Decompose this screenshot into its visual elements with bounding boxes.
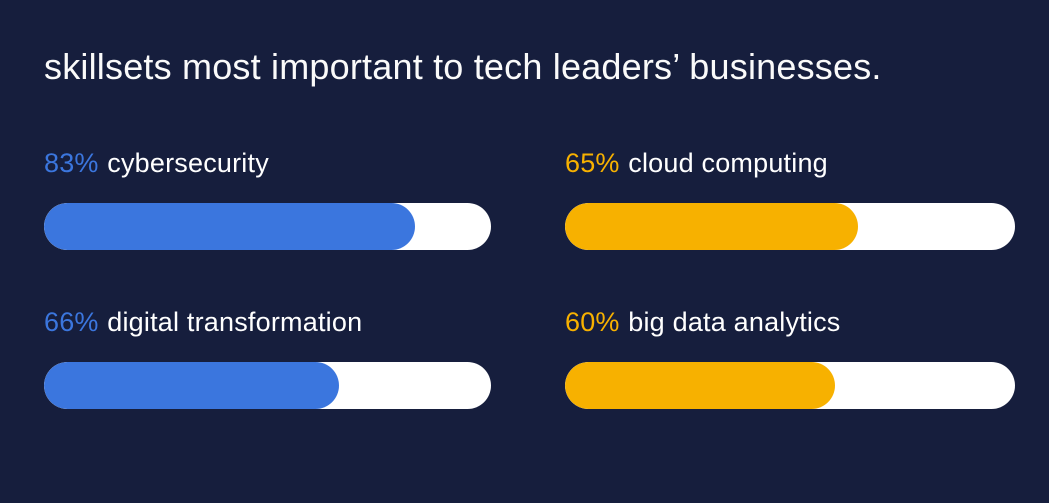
bar-percent: 65% bbox=[565, 148, 620, 178]
bar-label: 66% digital transformation bbox=[44, 309, 491, 336]
bar-fill bbox=[44, 362, 340, 409]
bar-percent: 83% bbox=[44, 148, 99, 178]
bar-percent: 66% bbox=[44, 307, 99, 337]
bar-skill-label: cybersecurity bbox=[107, 148, 269, 178]
bar-track bbox=[44, 203, 491, 250]
bars-grid: 83% cybersecurity 65% cloud computing 66% d… bbox=[44, 150, 1015, 409]
bar-fill bbox=[44, 203, 415, 250]
bar-track bbox=[565, 362, 1015, 409]
bar-label: 60% big data analytics bbox=[565, 309, 1015, 336]
bar-label: 83% cybersecurity bbox=[44, 150, 491, 177]
bar-label: 65% cloud computing bbox=[565, 150, 1015, 177]
bar-track bbox=[44, 362, 491, 409]
bar-item: 65% cloud computing bbox=[565, 150, 1015, 250]
bar-fill bbox=[565, 203, 858, 250]
bar-item: 66% digital transformation bbox=[44, 309, 491, 409]
bar-skill-label: cloud computing bbox=[628, 148, 828, 178]
bar-track bbox=[565, 203, 1015, 250]
bar-item: 60% big data analytics bbox=[565, 309, 1015, 409]
bar-skill-label: digital transformation bbox=[107, 307, 363, 337]
bar-percent: 60% bbox=[565, 307, 620, 337]
bar-skill-label: big data analytics bbox=[628, 307, 841, 337]
bar-item: 83% cybersecurity bbox=[44, 150, 491, 250]
bar-fill bbox=[565, 362, 835, 409]
page-title: skillsets most important to tech leaders… bbox=[44, 46, 882, 87]
